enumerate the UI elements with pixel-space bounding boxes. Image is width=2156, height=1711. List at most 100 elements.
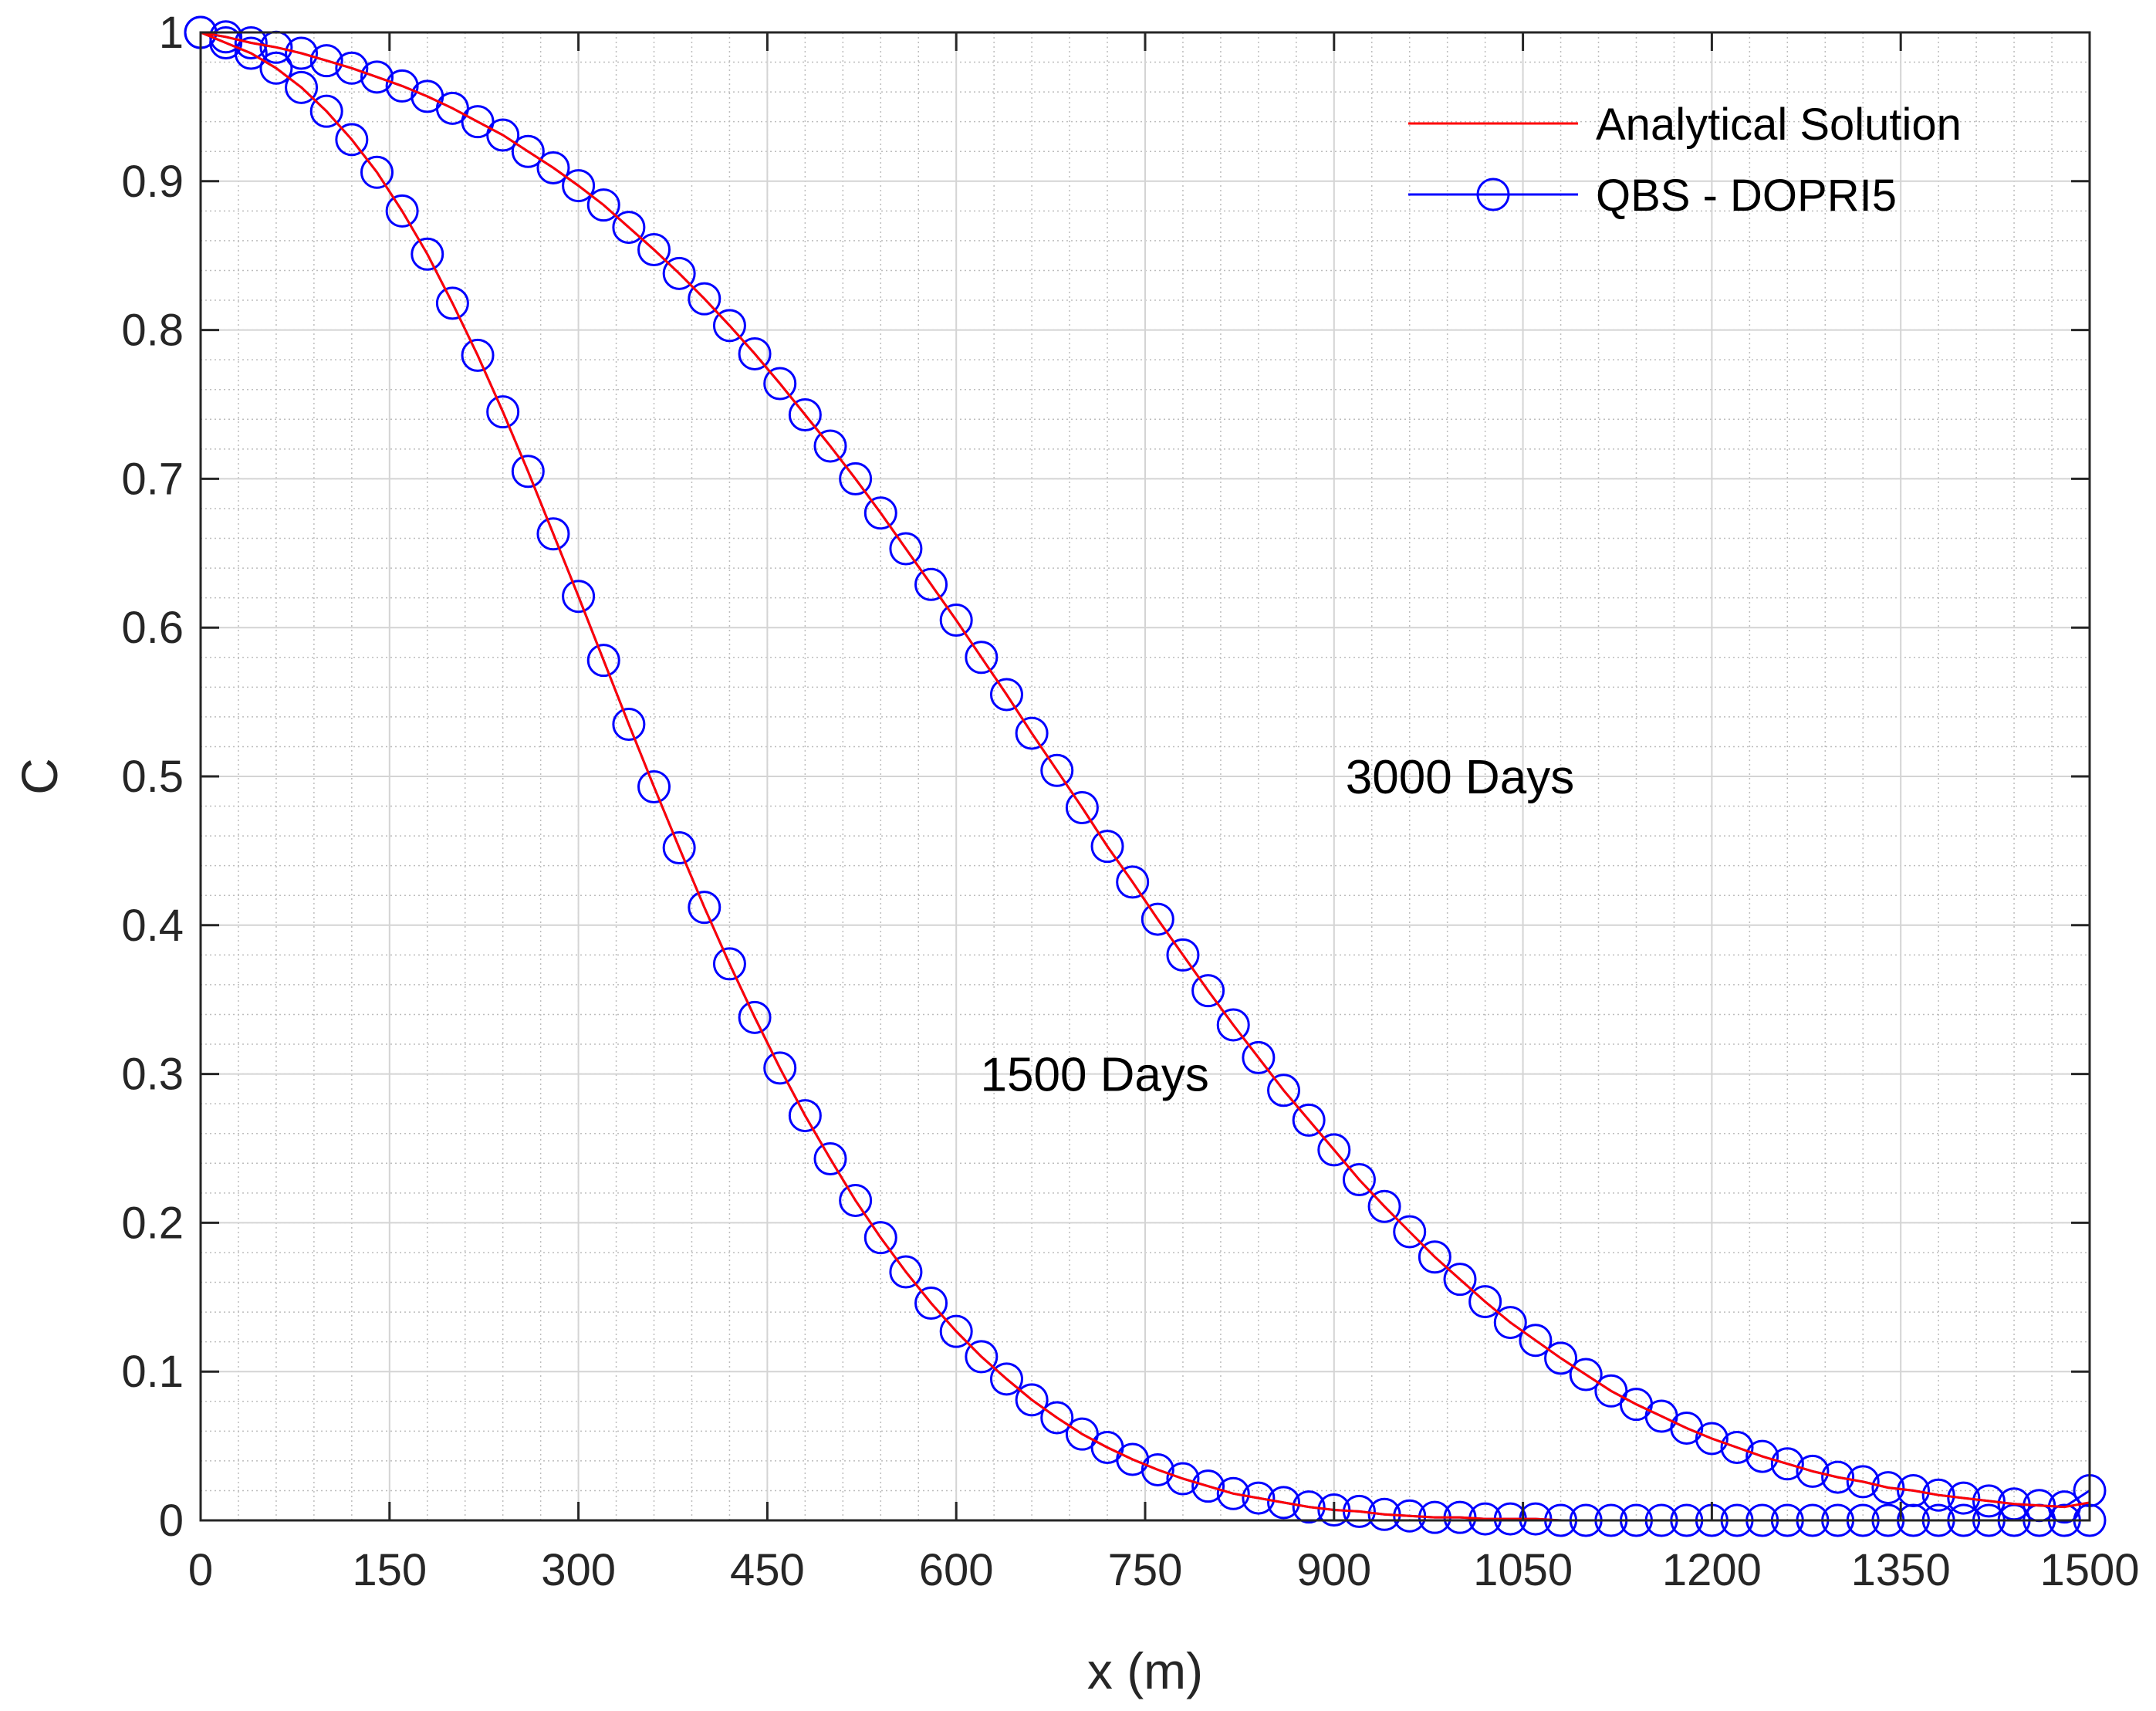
qbs-marker-1500-days [536, 517, 570, 551]
qbs-marker-1500-days [1191, 1469, 1225, 1503]
qbs-marker-1500-days [1242, 1481, 1276, 1515]
qbs-marker-1500-days [285, 70, 319, 104]
y-tick-label: 1 [159, 8, 184, 58]
qbs-marker-3000-days [813, 429, 847, 463]
qbs-marker-1500-days [1116, 1442, 1150, 1476]
qbs-marker-3000-days [385, 69, 419, 103]
qbs-marker-1500-days [712, 947, 746, 981]
x-tick-label: 900 [1296, 1545, 1371, 1595]
qbs-marker-3000-days [763, 367, 797, 401]
qbs-marker-1500-days [965, 1340, 999, 1374]
y-tick-label: 0.3 [121, 1050, 184, 1100]
qbs-marker-3000-days [662, 256, 696, 290]
x-tick-label: 600 [919, 1545, 994, 1595]
x-tick-label: 1500 [2039, 1545, 2139, 1595]
qbs-marker-3000-days [1166, 938, 1200, 972]
y-tick-label: 0.4 [121, 901, 184, 951]
y-axis-title: C [11, 758, 68, 795]
qbs-marker-1500-days [1141, 1452, 1174, 1486]
x-tick-label: 750 [1108, 1545, 1183, 1595]
qbs-marker-3000-days [1871, 1471, 1905, 1505]
qbs-marker-3000-days [562, 169, 596, 203]
qbs-marker-1500-days [234, 36, 268, 70]
qbs-marker-1500-days [662, 831, 696, 865]
qbs-marker-1500-days [1292, 1490, 1326, 1524]
qbs-marker-3000-days [688, 282, 721, 316]
qbs-marker-3000-days [309, 44, 343, 78]
qbs-marker-1500-days [688, 891, 721, 925]
qbs-marker-1500-days [863, 1221, 897, 1255]
qbs-marker-3000-days [1216, 1008, 1250, 1042]
qbs-marker-1500-days [486, 395, 520, 429]
qbs-marker-3000-days [1367, 1189, 1401, 1223]
qbs-marker-1500-days [335, 123, 369, 157]
x-tick-label: 450 [730, 1545, 805, 1595]
qbs-marker-3000-days [586, 188, 620, 222]
qbs-marker-1500-days [309, 94, 343, 128]
qbs-marker-3000-days [1090, 830, 1124, 864]
qbs-marker-1500-days [411, 237, 444, 271]
qbs-marker-3000-days [1569, 1358, 1603, 1391]
x-tick-label: 1050 [1473, 1545, 1573, 1595]
qbs-marker-3000-days [889, 532, 923, 566]
legend-label-qbs: QBS - DOPRI5 [1596, 171, 1897, 221]
y-tick-label: 0.1 [121, 1347, 184, 1397]
analytical-curve-3000-days [200, 31, 2090, 1509]
qbs-marker-3000-days [863, 496, 897, 530]
qbs-marker-1500-days [586, 644, 620, 678]
qbs-marker-3000-days [1116, 865, 1150, 899]
qbs-marker-3000-days [989, 678, 1023, 712]
qbs-marker-1500-days [763, 1051, 797, 1085]
qbs-marker-1500-days [839, 1183, 873, 1217]
qbs-marker-3000-days [335, 51, 369, 85]
qbs-marker-3000-days [612, 211, 646, 245]
qbs-marker-3000-days [1468, 1285, 1502, 1319]
qbs-marker-1500-days [788, 1099, 822, 1133]
qbs-marker-1500-days [1166, 1462, 1200, 1496]
qbs-marker-1500-days [1040, 1401, 1074, 1435]
qbs-marker-3000-days [285, 36, 319, 70]
y-tick-label: 0.7 [121, 454, 184, 504]
qbs-marker-3000-days [1342, 1162, 1376, 1196]
qbs-marker-3000-days [1821, 1460, 1855, 1494]
qbs-marker-1500-days [511, 455, 545, 489]
legend: Analytical Solution QBS - DOPRI5 [1408, 100, 1962, 221]
qbs-marker-3000-days [738, 336, 772, 370]
qbs-marker-1500-days [637, 769, 671, 803]
x-tick-label: 150 [352, 1545, 427, 1595]
qbs-marker-3000-days [1519, 1324, 1553, 1358]
qbs-marker-3000-days [1040, 753, 1074, 787]
qbs-marker-3000-days [1141, 902, 1174, 936]
qbs-marker-1500-days [612, 708, 646, 742]
qbs-marker-3000-days [234, 25, 268, 59]
qbs-marker-3000-days [1443, 1263, 1477, 1297]
qbs-marker-3000-days [1065, 790, 1099, 824]
qbs-marker-3000-days [1745, 1439, 1779, 1473]
y-tick-label: 0.5 [121, 752, 184, 802]
qbs-marker-1500-days [813, 1141, 847, 1175]
qbs-marker-3000-days [939, 604, 973, 637]
qbs-marker-3000-days [1921, 1478, 1955, 1512]
qbs-marker-3000-days [1418, 1240, 1451, 1274]
qbs-marker-3000-days [712, 309, 746, 343]
qbs-marker-1500-days [360, 155, 394, 189]
qbs-marker-3000-days [1393, 1215, 1427, 1249]
x-tick-label: 1200 [1662, 1545, 1762, 1595]
x-tick-label: 300 [541, 1545, 616, 1595]
qbs-marker-3000-days [1292, 1103, 1326, 1137]
qbs-marker-3000-days [1242, 1040, 1276, 1074]
qbs-marker-1500-days [1267, 1486, 1301, 1520]
qbs-marker-3000-days [914, 567, 948, 601]
y-tick-label: 0.8 [121, 306, 184, 356]
y-tick-label: 0.9 [121, 157, 184, 207]
qbs-marker-1500-days [889, 1255, 923, 1289]
qbs-marker-3000-days [1317, 1133, 1351, 1167]
qbs-marker-3000-days [486, 118, 520, 152]
qbs-marker-1500-days [435, 286, 469, 320]
qbs-marker-3000-days [1493, 1306, 1527, 1340]
qbs-marker-3000-days [1544, 1341, 1578, 1375]
qbs-marker-3000-days [1670, 1411, 1704, 1445]
qbs-marker-3000-days [788, 397, 822, 431]
qbs-marker-3000-days [1897, 1473, 1931, 1507]
qbs-marker-1500-days [259, 51, 293, 85]
